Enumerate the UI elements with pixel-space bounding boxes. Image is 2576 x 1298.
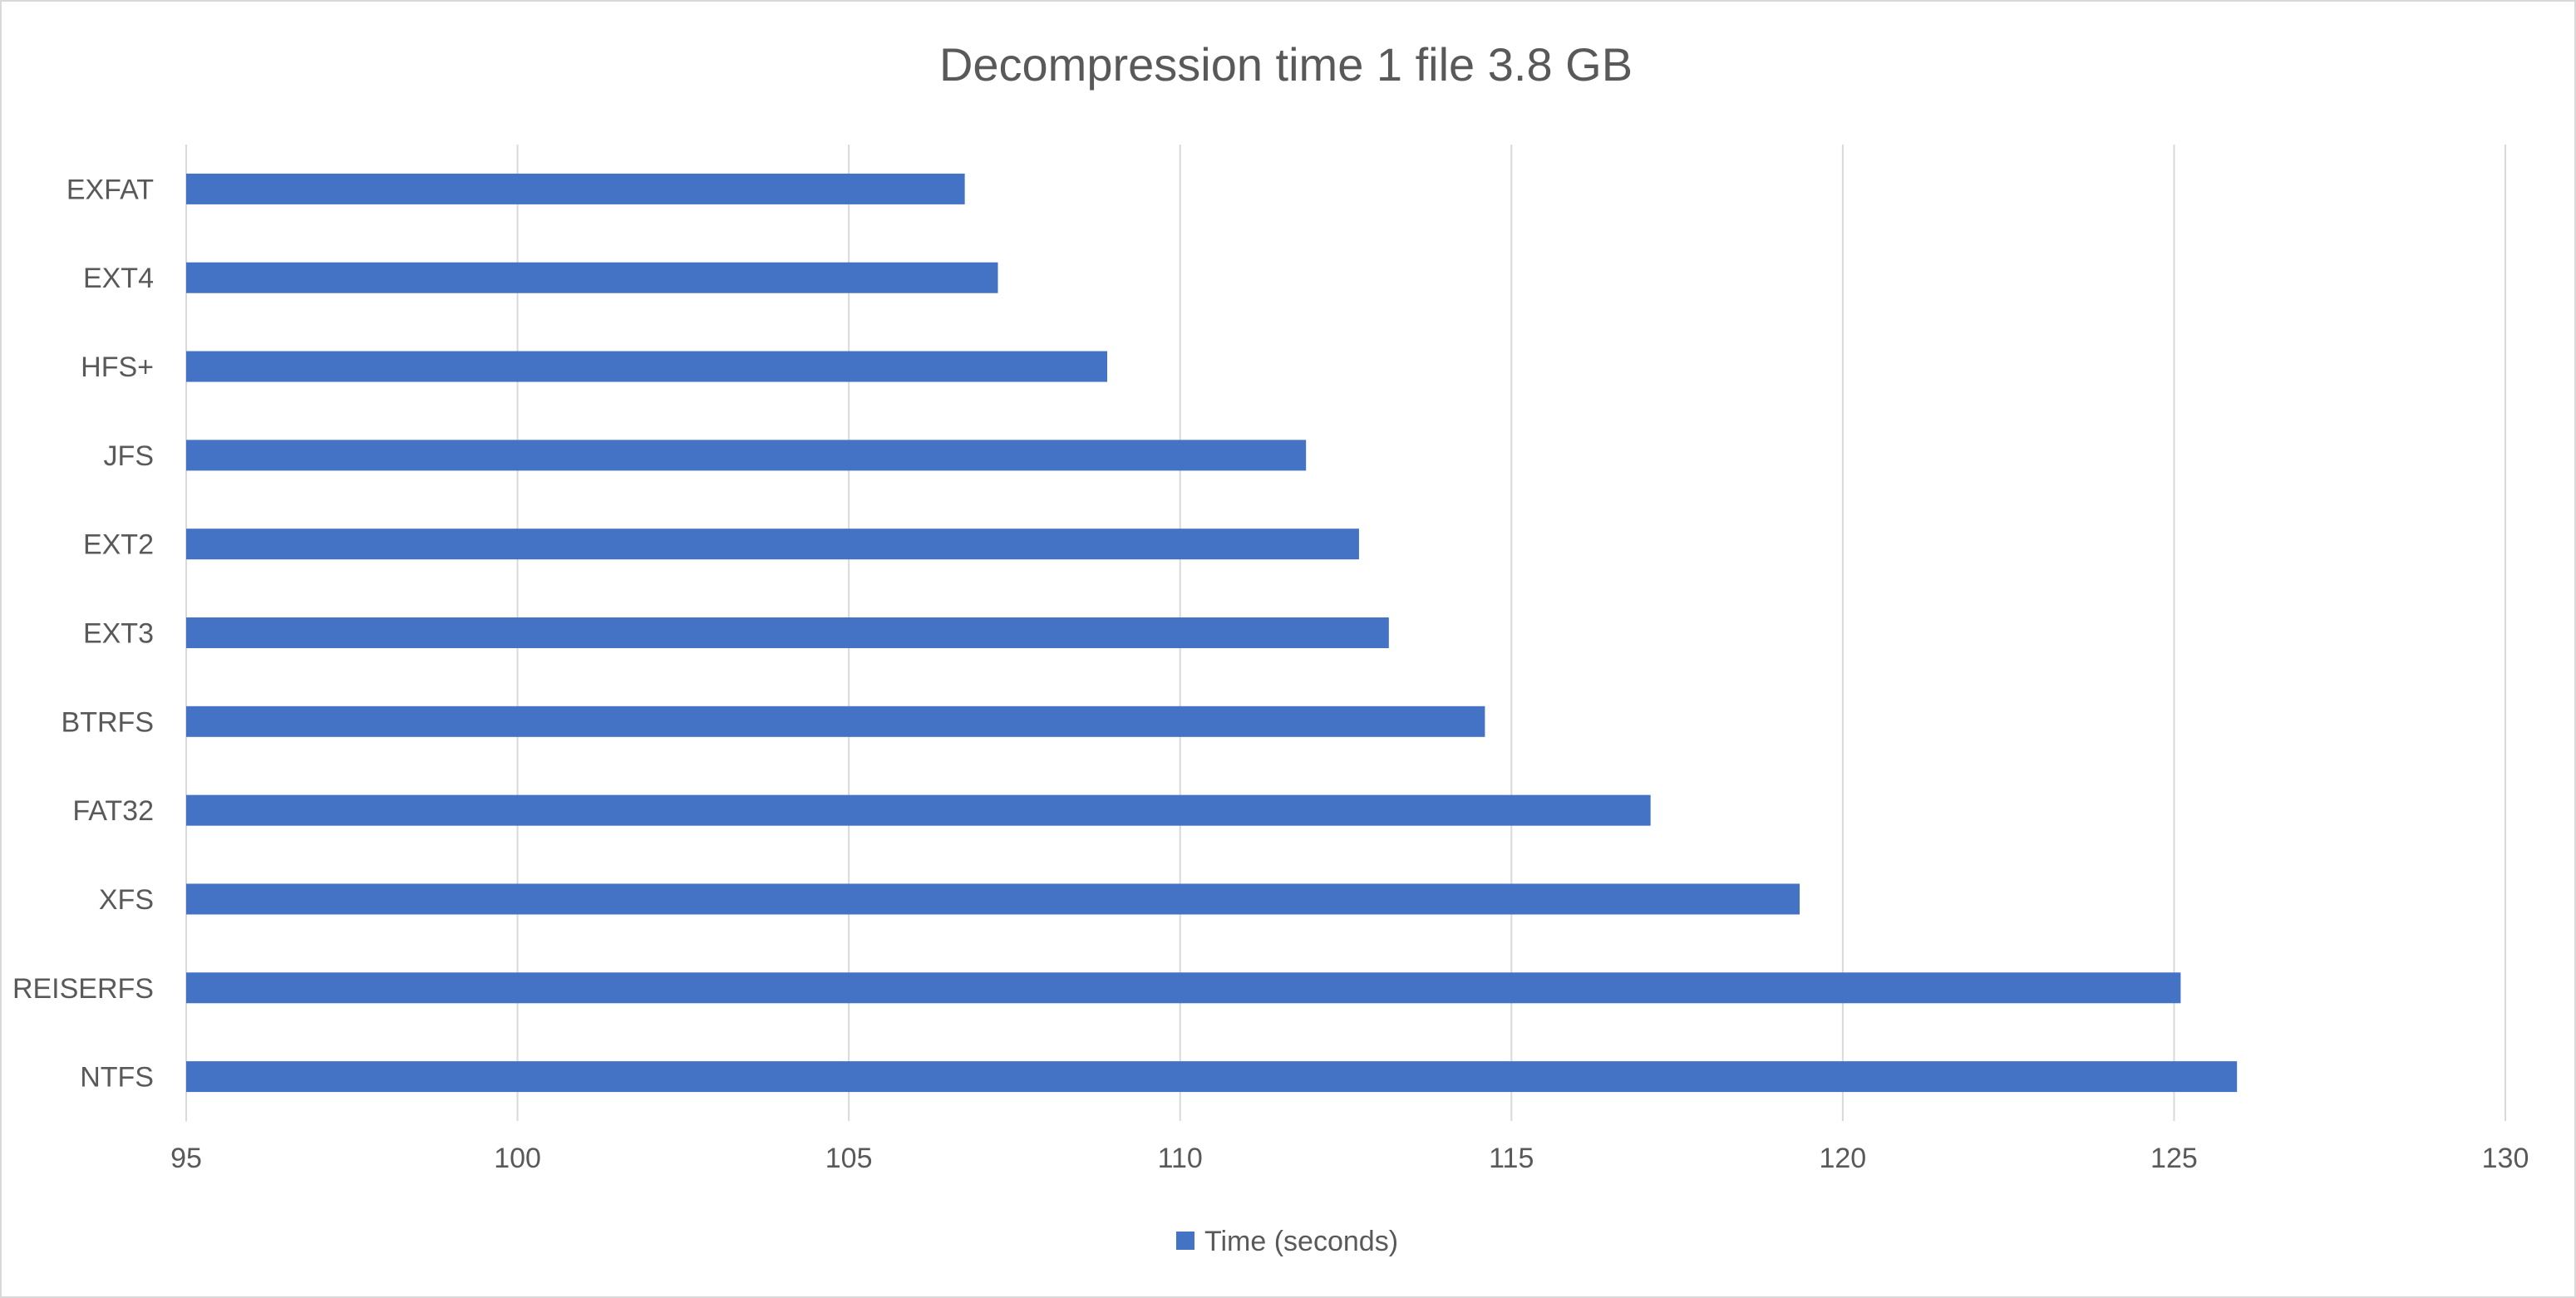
- category-label: EXT4: [83, 263, 154, 294]
- category-label: REISERFS: [12, 973, 154, 1005]
- legend-label: Time (seconds): [1204, 1226, 1398, 1257]
- category-label: NTFS: [80, 1062, 154, 1094]
- category-label: FAT32: [72, 795, 154, 827]
- bar-fat32: [186, 794, 1651, 826]
- x-tick-label: 105: [825, 1143, 873, 1174]
- x-axis-ticks: 95 100 105 110 115 120 125 130: [170, 1143, 2529, 1174]
- x-tick-label: 100: [494, 1143, 541, 1174]
- bars: [186, 173, 2238, 1093]
- bar-jfs: [186, 440, 1307, 471]
- category-label: EXT2: [83, 529, 154, 561]
- bar-xfs: [186, 883, 1800, 915]
- category-label: EXT3: [83, 618, 154, 650]
- x-tick-label: 110: [1158, 1143, 1203, 1174]
- category-label: EXFAT: [66, 174, 154, 205]
- x-tick-label: 120: [1819, 1143, 1866, 1174]
- bar-ntfs: [186, 1061, 2238, 1093]
- bar-ext2: [186, 529, 1359, 560]
- bar-ext4: [186, 262, 998, 293]
- bar-ext3: [186, 617, 1389, 648]
- y-axis-categories: EXFAT EXT4 HFS+ JFS EXT2 EXT3 BTRFS FAT32 XFS REI…: [12, 174, 154, 1093]
- bar-exfat: [186, 173, 965, 204]
- bar-reiserfs: [186, 972, 2181, 1004]
- category-label: HFS+: [81, 352, 154, 383]
- x-tick-label: 130: [2482, 1143, 2529, 1174]
- category-label: XFS: [99, 884, 154, 916]
- legend: Time (seconds): [1176, 1226, 1398, 1257]
- x-tick-label: 125: [2150, 1143, 2198, 1174]
- bar-btrfs: [186, 706, 1485, 737]
- x-tick-label: 115: [1489, 1143, 1534, 1174]
- category-label: JFS: [104, 440, 154, 472]
- x-tick-label: 95: [170, 1143, 202, 1174]
- bar-hfs-: [186, 351, 1108, 382]
- category-label: BTRFS: [62, 706, 154, 738]
- chart-title: Decompression time 1 file 3.8 GB: [939, 38, 1633, 91]
- legend-swatch: [1176, 1232, 1194, 1250]
